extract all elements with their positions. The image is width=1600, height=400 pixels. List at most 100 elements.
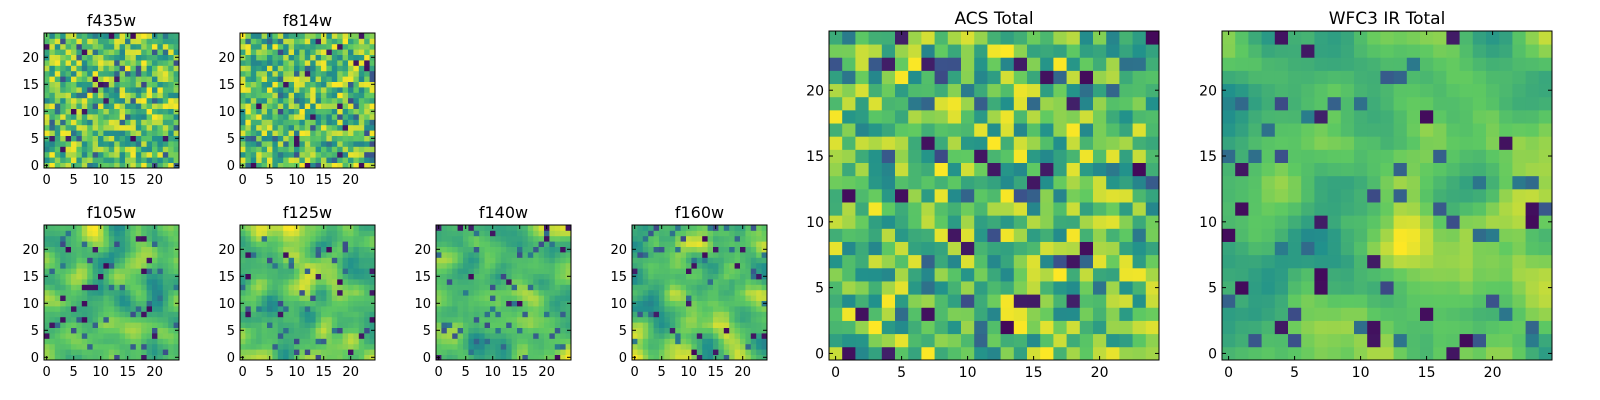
- x-tick-label: 15: [707, 365, 724, 380]
- heatmap-cell: [637, 289, 644, 296]
- heatmap-cell: [653, 349, 660, 355]
- heatmap-cell: [157, 130, 164, 136]
- heatmap-cell: [60, 81, 66, 88]
- heatmap-cell: [240, 141, 246, 147]
- heatmap-cell: [479, 333, 485, 339]
- heatmap-cell: [1013, 281, 1028, 295]
- heatmap-cell: [702, 273, 708, 280]
- heatmap-cell: [108, 327, 115, 334]
- heatmap-cell: [261, 162, 268, 169]
- heatmap-cells: [829, 31, 1160, 361]
- heatmap-cell: [250, 349, 257, 355]
- heatmap-cell: [1027, 175, 1041, 190]
- heatmap-cell: [294, 252, 300, 258]
- heatmap-cell: [240, 289, 246, 296]
- heatmap-cell: [1106, 175, 1120, 190]
- heatmap-cell: [315, 114, 322, 120]
- heatmap-cell: [49, 119, 56, 126]
- heatmap-cell: [1013, 346, 1028, 361]
- heatmap-cell: [146, 322, 153, 328]
- heatmap-cell: [756, 327, 762, 334]
- heatmap-cell: [549, 300, 556, 307]
- heatmap-cell: [1261, 267, 1276, 282]
- heatmap-cell: [310, 54, 316, 61]
- heatmap-cell: [495, 322, 502, 328]
- heatmap-cell: [713, 343, 719, 350]
- heatmap-cell: [87, 241, 93, 247]
- heatmap-cell: [173, 235, 180, 242]
- heatmap-cell: [326, 54, 333, 61]
- heatmap-cell: [299, 130, 306, 136]
- heatmap-cell: [1066, 175, 1081, 190]
- heatmap-cell: [500, 289, 507, 296]
- heatmap-cell: [642, 300, 649, 307]
- heatmap-cell: [987, 215, 1001, 229]
- heatmap-cell: [637, 300, 644, 307]
- heatmap-cell: [446, 268, 453, 274]
- heatmap-cell: [1314, 228, 1328, 242]
- heatmap-cell: [288, 130, 295, 136]
- heatmap-cell: [934, 346, 949, 361]
- heatmap-cell: [125, 300, 131, 307]
- heatmap-cell: [1040, 162, 1054, 177]
- heatmap-cell: [304, 252, 311, 258]
- heatmap-cell: [452, 246, 458, 253]
- heatmap-cell: [1066, 215, 1081, 229]
- heatmap-cell: [141, 257, 147, 264]
- heatmap-cell: [961, 149, 975, 163]
- heatmap-cell: [1248, 175, 1262, 190]
- heatmap-cell: [130, 70, 137, 77]
- heatmap-cell: [479, 338, 485, 345]
- heatmap-cell: [261, 279, 268, 285]
- heatmap-cell: [304, 151, 311, 158]
- heatmap-cell: [675, 306, 681, 312]
- heatmap-cell: [908, 96, 922, 111]
- heatmap-cell: [463, 322, 469, 328]
- heatmap-cell: [446, 316, 453, 323]
- heatmap-cell: [750, 252, 757, 258]
- heatmap-cell: [130, 60, 137, 66]
- heatmap-cell: [119, 338, 126, 345]
- heatmap-cell: [342, 241, 349, 247]
- heatmap-cell: [740, 273, 746, 280]
- heatmap-cell: [522, 300, 529, 307]
- heatmap-cell: [294, 81, 300, 88]
- heatmap-cell: [680, 246, 687, 253]
- heatmap-cell: [283, 311, 289, 318]
- heatmap-cell: [1132, 31, 1147, 45]
- heatmap-cell: [696, 262, 703, 269]
- heatmap-cell: [1145, 31, 1160, 45]
- heatmap-cell: [157, 119, 164, 126]
- heatmap-cell: [130, 151, 137, 158]
- heatmap-cell: [272, 54, 279, 61]
- heatmap-cell: [1119, 83, 1133, 98]
- heatmap-cell: [173, 252, 180, 258]
- heatmap-cell: [868, 149, 883, 163]
- heatmap-cell: [829, 31, 843, 45]
- heatmap-cell: [881, 83, 896, 98]
- heatmap-cell: [76, 279, 83, 285]
- heatmap-cell: [92, 338, 99, 345]
- heatmap-cell: [256, 273, 262, 280]
- heatmap-cell: [315, 273, 322, 280]
- heatmap-cell: [1027, 254, 1041, 269]
- heatmap-cell: [1027, 70, 1041, 85]
- heatmap-cell: [987, 267, 1001, 282]
- heatmap-cell: [756, 306, 762, 312]
- heatmap-cell: [1132, 70, 1147, 85]
- heatmap-cell: [457, 322, 464, 328]
- heatmap-cell: [1132, 83, 1147, 98]
- heatmap-cell: [554, 257, 561, 264]
- heatmap-cell: [119, 76, 126, 82]
- heatmap-cell: [81, 135, 88, 142]
- heatmap-cell: [1406, 188, 1421, 203]
- heatmap-cell: [130, 114, 137, 120]
- heatmap-cell: [756, 300, 762, 307]
- heatmap-cell: [81, 284, 88, 291]
- heatmap-cell: [637, 333, 644, 339]
- heatmap-cell: [81, 141, 88, 147]
- heatmap-cell: [49, 225, 56, 231]
- heatmap-cell: [353, 54, 360, 61]
- heatmap-cell: [511, 349, 518, 355]
- heatmap-cell: [707, 257, 714, 264]
